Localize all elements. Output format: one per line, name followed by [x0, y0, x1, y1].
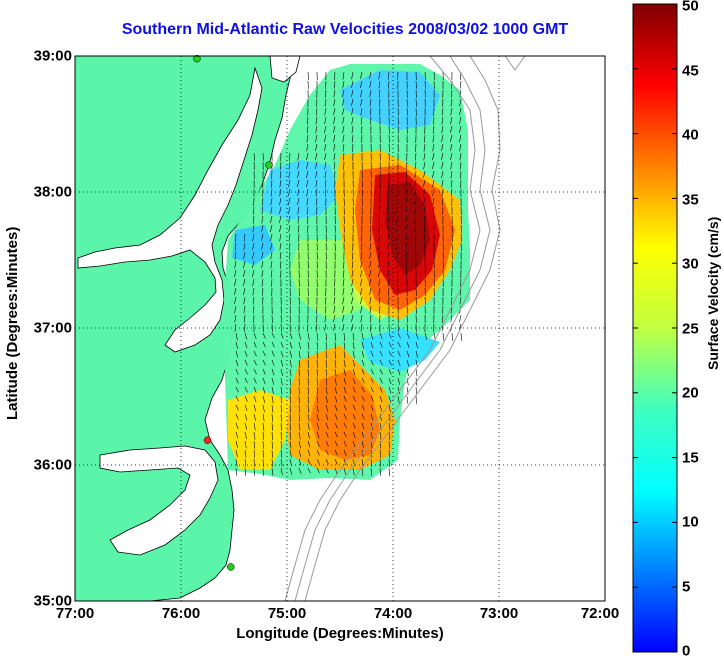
x-tick: 72:00	[581, 605, 619, 622]
colorbar	[633, 4, 677, 652]
station-marker	[204, 437, 211, 444]
colorbar-tick: 30	[682, 256, 699, 273]
colorbar-tick: 40	[682, 127, 699, 144]
y-tick: 36:00	[34, 457, 72, 474]
colorbar-tick: 15	[682, 450, 699, 467]
station-marker	[227, 563, 234, 570]
y-tick: 38:00	[34, 184, 72, 201]
x-tick: 76:00	[162, 605, 200, 622]
y-tick: 39:00	[34, 48, 72, 65]
station-marker	[265, 162, 272, 169]
x-tick: 74:00	[374, 605, 412, 622]
y-tick: 35:00	[34, 593, 72, 610]
colorbar-tick: 20	[682, 385, 699, 402]
colorbar-label: Surface Velocity (cm/s)	[705, 217, 721, 370]
x-axis-label: Longitude (Degrees:Minutes)	[75, 625, 605, 642]
colorbar-tick: 50	[682, 0, 699, 15]
colorbar-tick: 35	[682, 192, 699, 209]
y-axis-label: Latitude (Degrees:Minutes)	[4, 227, 21, 420]
colorbar-tick: 10	[682, 514, 699, 531]
colorbar-tick: 25	[682, 321, 699, 338]
colorbar-tick: 45	[682, 63, 699, 80]
x-tick: 73:00	[480, 605, 518, 622]
colorbar-tick: 0	[682, 643, 690, 660]
y-tick: 37:00	[34, 320, 72, 337]
colorbar-tick: 5	[682, 579, 690, 596]
x-tick: 75:00	[268, 605, 306, 622]
